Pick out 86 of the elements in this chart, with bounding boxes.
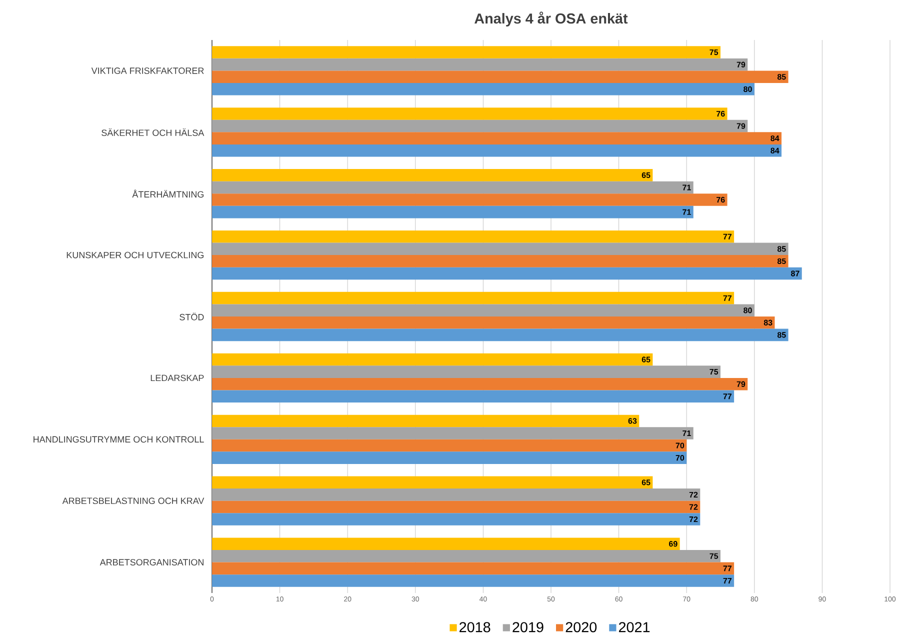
data-label: 75 <box>710 50 718 56</box>
y-tick-label: STÖD <box>180 312 204 320</box>
bar <box>212 58 748 71</box>
bar <box>212 427 694 440</box>
data-label: 79 <box>736 381 746 387</box>
bar <box>212 194 728 206</box>
data-label: 80 <box>744 308 752 314</box>
data-label: 77 <box>723 295 732 301</box>
data-label: 72 <box>689 492 698 498</box>
bar <box>212 574 734 587</box>
bar <box>212 83 754 96</box>
data-label: 77 <box>723 234 732 240</box>
data-label: 79 <box>736 123 746 129</box>
bar <box>212 267 802 280</box>
data-label: 76 <box>716 196 725 203</box>
data-label: 79 <box>736 62 746 68</box>
bar <box>212 538 680 550</box>
data-label: 70 <box>676 442 684 448</box>
bar <box>212 452 687 464</box>
data-label: 85 <box>777 258 786 264</box>
data-label: 65 <box>642 480 650 486</box>
data-label: 71 <box>682 430 691 436</box>
bar <box>212 242 788 256</box>
bar <box>212 304 754 317</box>
data-label: 80 <box>744 86 752 92</box>
bar <box>212 328 788 342</box>
data-label: 72 <box>689 516 698 522</box>
data-label: 72 <box>689 504 698 510</box>
bar <box>212 550 720 562</box>
data-label: 65 <box>642 172 650 178</box>
chart-title: Analys 4 år OSA enkät <box>474 12 628 26</box>
data-label: 75 <box>710 369 718 375</box>
bar <box>212 181 694 194</box>
y-tick-label: ARBETSBELASTNING OCH KRAV <box>62 498 204 504</box>
y-tick-label: ARBETSORGANISATION <box>100 559 204 566</box>
data-label: 85 <box>777 246 786 252</box>
data-label: 87 <box>791 270 800 276</box>
data-label: 65 <box>642 356 650 362</box>
data-label: 69 <box>669 541 678 547</box>
y-tick-label: SÄKERHET OCH HÄLSA <box>102 128 204 136</box>
y-tick-label: VIKTIGA FRISKFAKTORER <box>91 68 204 74</box>
bar <box>212 46 720 58</box>
bar <box>212 414 640 428</box>
data-label: 76 <box>716 110 725 117</box>
bar <box>212 144 782 157</box>
bar <box>212 255 788 268</box>
bar <box>212 562 734 575</box>
bar <box>212 476 653 489</box>
bar <box>212 108 728 120</box>
data-label: 83 <box>764 320 772 326</box>
bar <box>212 230 734 243</box>
bar <box>212 120 748 132</box>
y-tick-label: ÅTERHÄMTNING <box>132 190 204 198</box>
bar <box>212 439 687 452</box>
bar <box>212 378 748 390</box>
data-label: 63 <box>628 418 637 424</box>
bar <box>212 353 653 366</box>
bar <box>212 488 700 501</box>
data-label: 84 <box>770 135 780 142</box>
y-tick-label: KUNSKAPER OCH UTVECKLING <box>66 252 204 258</box>
data-label: 77 <box>723 394 732 400</box>
data-label: 77 <box>723 566 732 572</box>
bar <box>212 132 782 144</box>
data-label: 85 <box>777 332 786 338</box>
y-tick-label: LEDARSKAP <box>150 374 204 382</box>
bar <box>212 206 694 218</box>
legend-label: 2021 <box>618 622 650 632</box>
legend-label: 2018 <box>460 622 490 632</box>
data-label: 84 <box>770 148 780 154</box>
bar <box>212 169 653 182</box>
y-tick-label: HANDLINGSUTRYMME OCH KONTROLL <box>34 436 204 443</box>
bar <box>212 316 775 329</box>
data-label: 70 <box>676 454 684 461</box>
bar <box>212 292 734 304</box>
bar <box>212 500 700 514</box>
bar <box>212 513 700 526</box>
bar <box>212 390 734 403</box>
legend-label: 2019 <box>512 622 544 632</box>
bar <box>212 70 788 84</box>
data-label: 75 <box>710 553 718 559</box>
data-label: 71 <box>682 209 691 215</box>
data-label: 71 <box>682 184 691 190</box>
legend-label: 2020 <box>566 622 597 632</box>
data-label: 85 <box>777 74 786 80</box>
data-label: 77 <box>723 578 732 584</box>
bar <box>212 366 720 378</box>
